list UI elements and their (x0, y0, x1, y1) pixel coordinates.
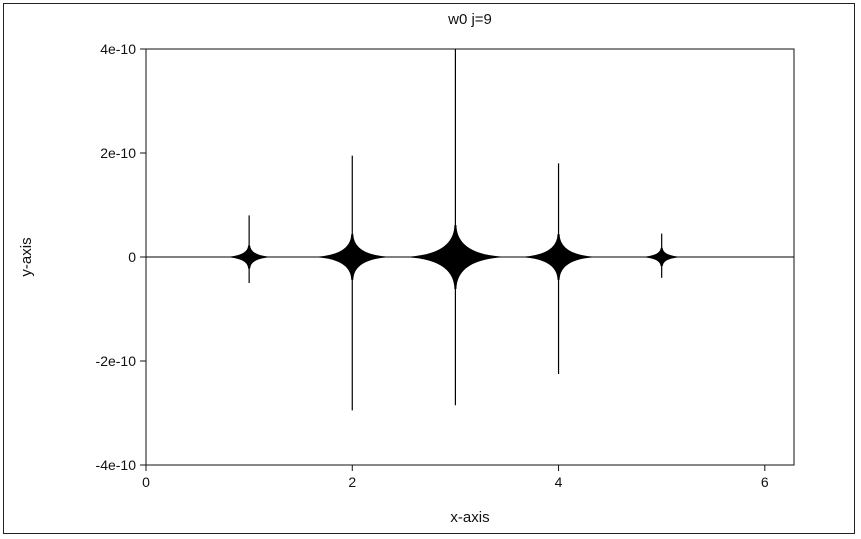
y-tick-label: -2e-10 (96, 353, 137, 369)
x-tick-label: 6 (761, 474, 769, 490)
y-tick-label: 4e-10 (100, 41, 136, 57)
x-tick-label: 0 (142, 474, 150, 490)
chart-title: w0 j=9 (447, 11, 492, 28)
y-axis-label: y-axis (18, 237, 35, 276)
x-tick-label: 2 (348, 474, 356, 490)
chart-frame (3, 3, 855, 534)
y-tick-label: 0 (128, 249, 136, 265)
x-ticks: 0 2 4 6 (142, 465, 769, 490)
y-tick-label: -4e-10 (96, 457, 137, 473)
spikes-group (224, 49, 683, 411)
x-axis-label: x-axis (450, 509, 489, 526)
y-tick-label: 2e-10 (100, 145, 136, 161)
x-tick-label: 4 (555, 474, 563, 490)
y-ticks: -4e-10 -2e-10 0 2e-10 4e-10 (96, 41, 146, 473)
